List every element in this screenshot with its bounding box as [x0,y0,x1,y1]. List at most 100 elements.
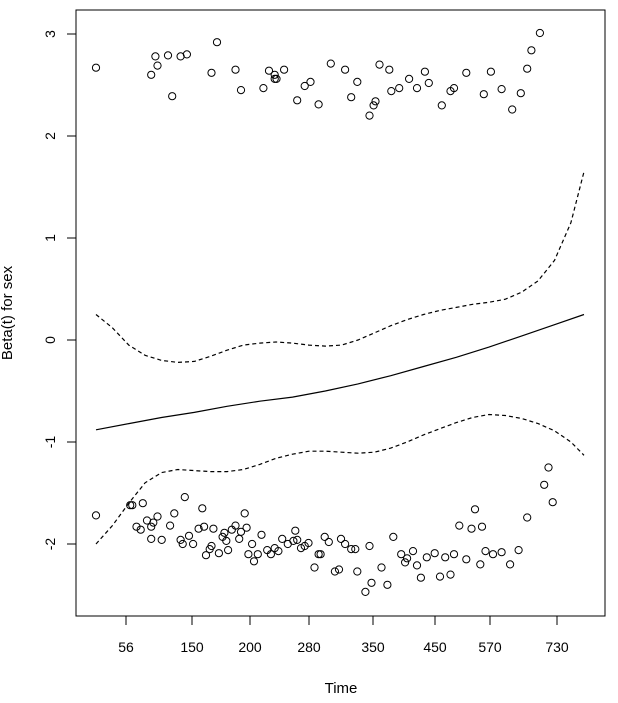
data-point [405,74,414,84]
data-point [236,527,246,536]
data-point [334,565,344,574]
data-point [353,567,362,576]
data-point [166,521,175,530]
confidence-band-line [95,171,585,364]
data-point [149,518,158,527]
x-tick-label: 570 [478,639,502,655]
data-point [351,545,360,554]
data-point [231,521,240,530]
data-point [441,553,450,562]
data-point [449,84,459,93]
data-point [253,550,262,559]
data-point [476,560,485,569]
x-tick-label: 200 [238,639,262,655]
data-point [138,499,147,508]
data-point [235,534,244,544]
data-point [403,554,412,563]
data-point [132,522,141,531]
data-point [266,550,275,559]
data-point [412,84,422,93]
data-point [200,522,209,531]
data-point [437,101,446,110]
data-point [257,530,266,539]
data-point [151,52,160,61]
data-point [314,100,323,109]
data-point [198,504,207,513]
data-point [470,505,480,514]
y-axis-title: Beta(t) for sex [0,265,16,360]
data-point [467,524,476,533]
data-point [401,558,410,567]
data-point [259,84,268,93]
data-point [324,537,333,547]
data-point [353,77,362,87]
data-point [300,81,309,91]
data-point [375,60,384,69]
y-tick-label: 0 [42,336,58,344]
estimate-line [95,313,585,431]
x-tick-label: 350 [361,639,385,655]
data-point [212,38,222,47]
data-point [222,536,231,546]
data-point [91,511,101,520]
data-point [214,549,223,558]
y-tick-label: 3 [42,30,58,38]
data-point [326,59,335,68]
data-point [168,92,177,101]
data-point [477,522,487,531]
data-point [249,557,259,566]
data-point [201,551,211,560]
data-point [291,526,300,535]
data-point [361,587,370,597]
data-point [163,51,173,60]
y-tick-label: -2 [42,538,58,551]
data-point [455,521,464,530]
data-point [289,536,298,546]
data-point [244,550,253,559]
data-point [314,550,323,559]
data-point [377,563,386,572]
data-point [548,498,557,507]
data-point [304,538,313,548]
data-point [488,550,498,559]
data-point [242,523,251,532]
data-point [514,546,523,555]
data-point [430,549,439,558]
data-point [170,509,179,518]
data-point [508,105,517,114]
data-point [540,480,549,489]
data-point [449,550,459,559]
data-point [497,85,506,94]
data-point [264,66,274,75]
data-point [365,541,374,551]
data-point [126,501,135,510]
data-point [236,86,246,95]
data-point [389,532,398,542]
x-tick-label: 280 [297,639,321,655]
data-point [527,46,536,55]
y-axis: -2 -1 0 1 2 3 [42,30,77,551]
data-point [383,580,392,589]
data-point [231,65,240,74]
data-point [385,65,394,74]
data-point [209,524,218,533]
data-point [128,501,137,510]
x-axis-title: Time [325,680,358,697]
data-point [189,539,198,549]
data-point [240,509,249,518]
data-point [371,97,380,106]
data-point [347,545,356,554]
series-layer [91,28,585,597]
data-point [207,541,216,551]
x-tick-label: 450 [423,639,447,655]
data-point [91,63,101,72]
x-tick-label: 730 [545,639,569,655]
data-point [367,578,376,587]
y-tick-label: -1 [42,436,58,449]
data-point [153,512,162,521]
data-point [157,535,166,545]
data-point [330,567,339,576]
data-point [194,524,203,533]
data-point [497,548,506,557]
data-point [176,535,185,545]
